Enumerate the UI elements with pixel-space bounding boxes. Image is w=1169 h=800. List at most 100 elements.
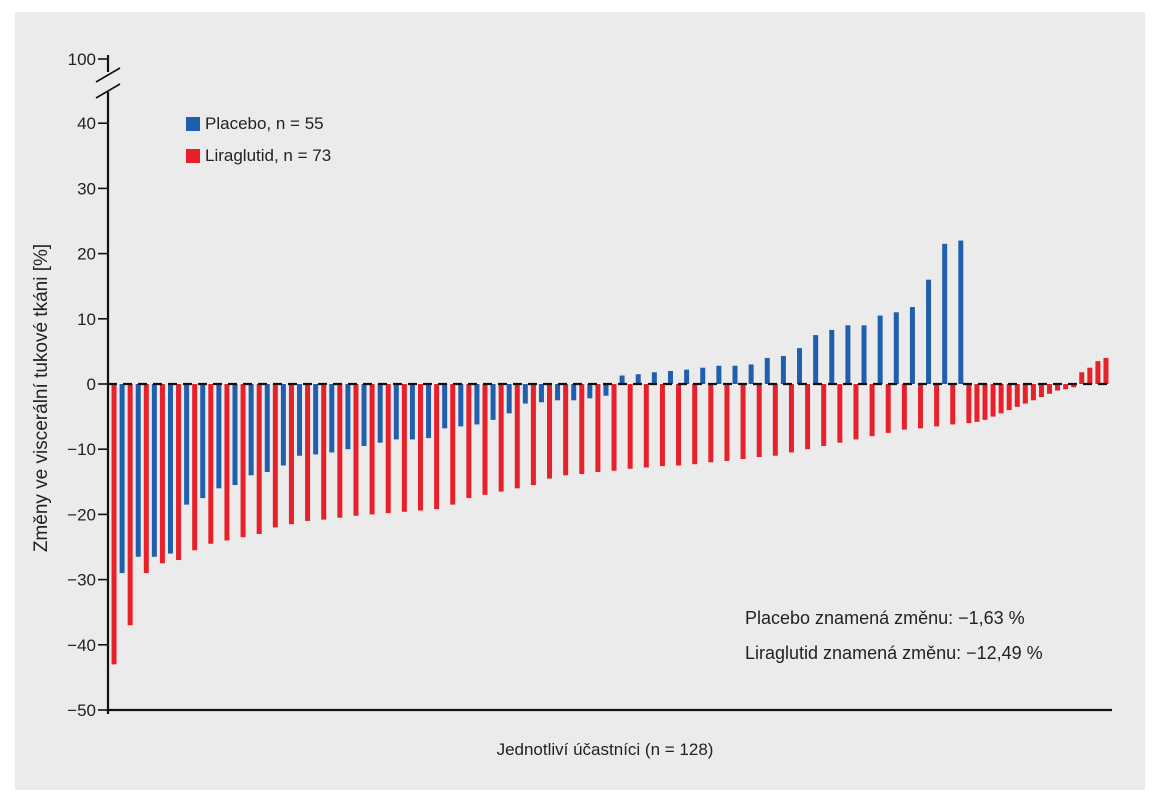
bar-placebo <box>232 384 238 486</box>
bar-liraglutid <box>337 384 343 518</box>
bar-liraglutid <box>1103 357 1109 384</box>
bar-liraglutid <box>627 384 633 469</box>
bar-liraglutid <box>288 384 294 525</box>
y-tick-label: 0 <box>87 375 96 394</box>
bar-liraglutid <box>482 384 488 495</box>
bar-liraglutid <box>434 384 440 510</box>
bar-liraglutid <box>1071 384 1077 388</box>
bar-liraglutid <box>611 384 617 471</box>
bar-placebo <box>313 384 319 455</box>
bar-liraglutid <box>224 384 230 541</box>
x-axis-label: Jednotliví účastníci (n = 128) <box>496 740 714 759</box>
y-tick-label: 40 <box>77 114 96 133</box>
bar-liraglutid <box>1038 384 1044 398</box>
bar-placebo <box>958 240 964 384</box>
bar-placebo <box>248 384 254 476</box>
bar-liraglutid <box>950 384 956 425</box>
bar-placebo <box>780 355 786 384</box>
bar-liraglutid <box>974 384 980 422</box>
bar-placebo <box>522 384 528 404</box>
bar-placebo <box>361 384 367 446</box>
bar-liraglutid <box>1006 384 1012 411</box>
bar-placebo <box>797 348 803 384</box>
legend-swatch-placebo <box>186 117 200 131</box>
bar-liraglutid <box>127 384 133 626</box>
bar-liraglutid <box>805 384 811 450</box>
bar-liraglutid <box>869 384 875 437</box>
bar-liraglutid <box>547 384 553 479</box>
bar-liraglutid <box>1047 384 1053 394</box>
bar-liraglutid <box>724 384 730 461</box>
axis-break-mark <box>95 67 121 83</box>
bar-placebo <box>845 325 851 384</box>
bar-liraglutid <box>450 384 456 505</box>
y-tick-label: 30 <box>77 179 96 198</box>
bar-placebo <box>216 384 222 489</box>
legend-swatch-liraglutid <box>186 149 200 163</box>
bar-placebo <box>877 315 883 384</box>
bar-placebo <box>151 384 157 557</box>
bar-liraglutid <box>982 384 988 420</box>
bar-liraglutid <box>934 384 940 427</box>
bar-liraglutid <box>659 384 665 467</box>
bar-liraglutid <box>1079 372 1085 384</box>
bar-liraglutid <box>595 384 601 473</box>
bar-liraglutid <box>821 384 827 446</box>
bar-liraglutid <box>530 384 536 486</box>
bar-placebo <box>280 384 286 466</box>
bar-placebo <box>506 384 512 414</box>
bar-placebo <box>942 243 948 384</box>
bar-liraglutid <box>563 384 569 476</box>
bar-liraglutid <box>1014 384 1020 407</box>
bar-placebo <box>409 384 415 440</box>
bar-placebo <box>458 384 464 427</box>
placebo-mean-annotation: Placebo znamená změnu: −1,63 % <box>745 608 1025 628</box>
y-tick-label: −10 <box>67 440 96 459</box>
bar-liraglutid <box>1087 367 1093 384</box>
axis-break-mark <box>95 83 121 99</box>
bar-liraglutid <box>159 384 165 564</box>
bar-placebo <box>474 384 480 425</box>
bar-liraglutid <box>676 384 682 466</box>
bar-placebo <box>603 384 609 396</box>
bar-liraglutid <box>401 384 407 512</box>
bar-liraglutid <box>240 384 246 538</box>
bar-liraglutid <box>498 384 504 492</box>
bar-placebo <box>732 365 738 384</box>
y-tick-label: 100 <box>68 50 96 69</box>
bar-liraglutid <box>466 384 472 499</box>
bar-liraglutid <box>692 384 698 465</box>
bar-placebo <box>635 374 641 384</box>
bar-liraglutid <box>901 384 907 430</box>
bar-liraglutid <box>192 384 198 551</box>
bar-placebo <box>167 384 173 554</box>
bar-liraglutid <box>740 384 746 459</box>
liraglutid-mean-annotation: Liraglutid znamená změnu: −12,49 % <box>745 643 1043 663</box>
bar-liraglutid <box>208 384 214 544</box>
bar-liraglutid <box>772 384 778 456</box>
legend-placebo: Placebo, n = 55 <box>186 114 324 134</box>
bar-liraglutid <box>1063 384 1069 390</box>
bar-liraglutid <box>353 384 359 516</box>
bar-liraglutid <box>708 384 714 463</box>
bar-placebo <box>667 370 673 384</box>
bar-liraglutid <box>1095 361 1101 384</box>
bar-liraglutid <box>1030 384 1036 401</box>
y-tick-label: −30 <box>67 571 96 590</box>
bar-placebo <box>651 372 657 384</box>
bar-liraglutid <box>143 384 149 574</box>
bar-placebo <box>538 384 544 403</box>
bar-placebo <box>555 384 561 401</box>
bar-liraglutid <box>417 384 423 511</box>
bar-placebo <box>926 279 932 384</box>
bar-liraglutid <box>990 384 996 417</box>
bar-liraglutid <box>305 384 311 521</box>
bar-placebo <box>571 384 577 401</box>
bar-liraglutid <box>917 384 923 429</box>
bar-liraglutid <box>176 384 182 561</box>
bar-placebo <box>813 335 819 384</box>
y-tick-label: −50 <box>67 701 96 720</box>
bar-placebo <box>909 307 915 384</box>
